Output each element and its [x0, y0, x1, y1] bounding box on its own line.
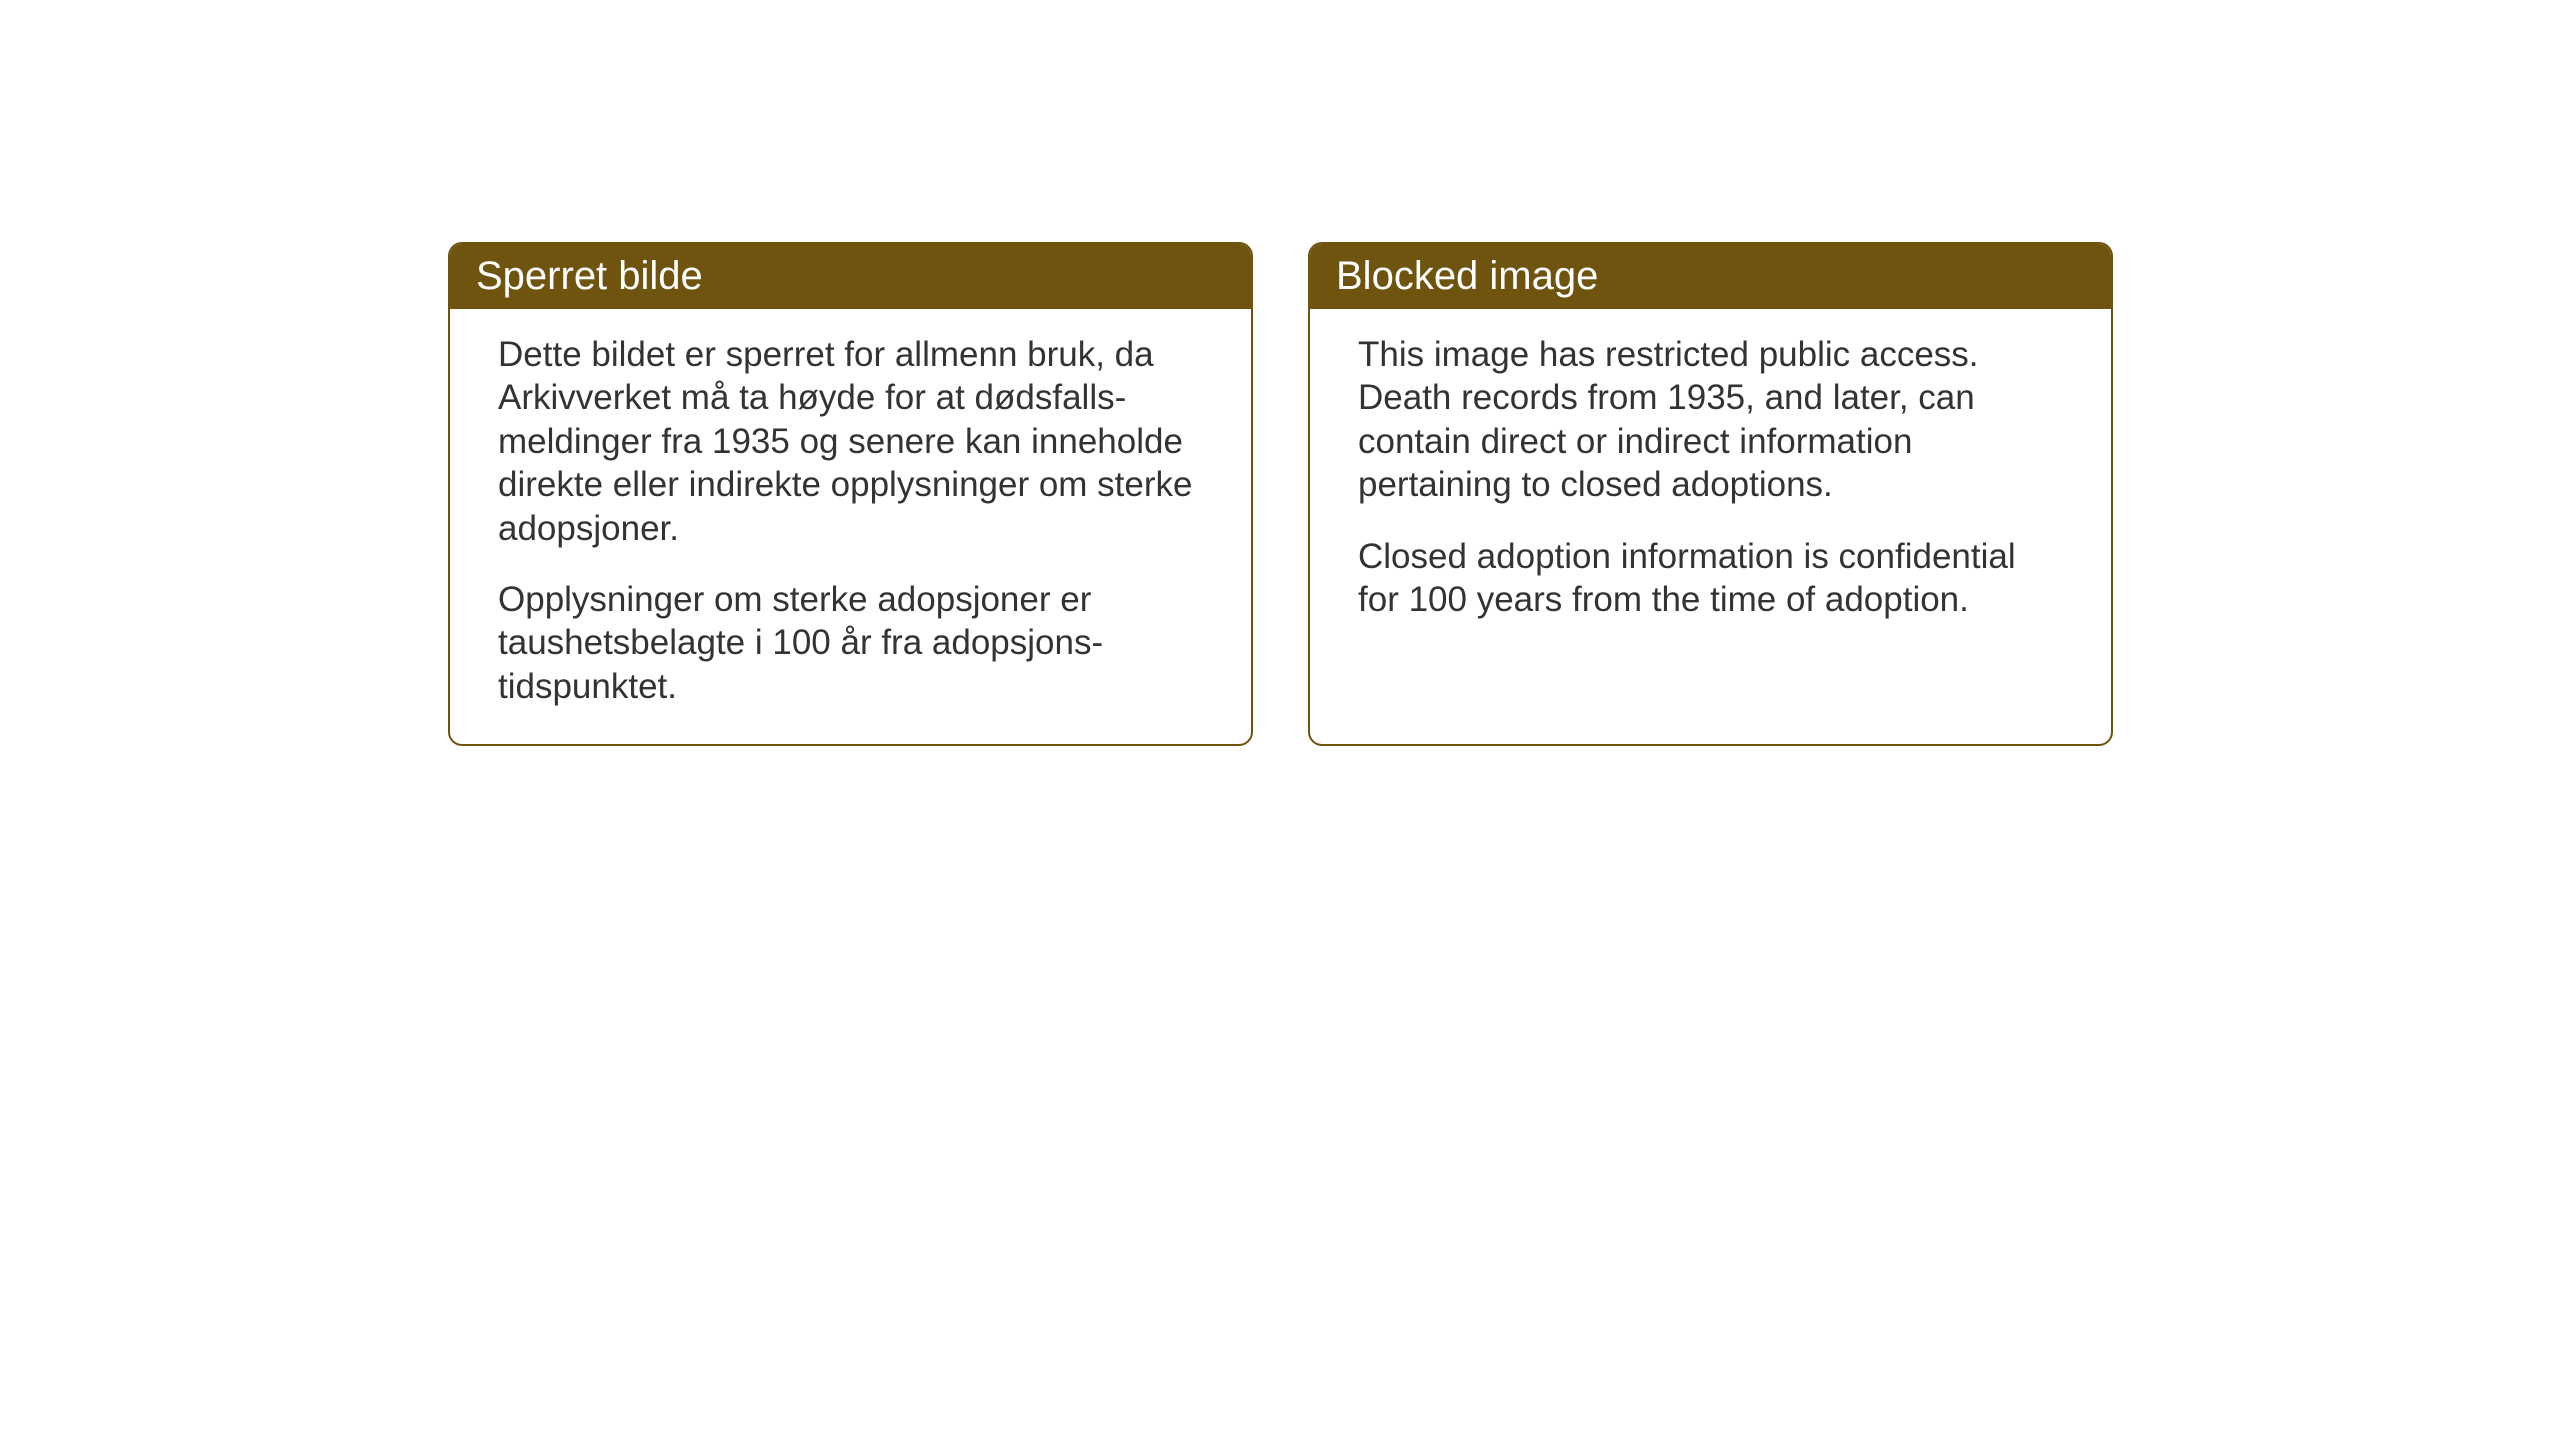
norwegian-card-body: Dette bildet er sperret for allmenn bruk… [450, 309, 1251, 744]
norwegian-paragraph-1: Dette bildet er sperret for allmenn bruk… [498, 333, 1203, 550]
cards-container: Sperret bilde Dette bildet er sperret fo… [448, 242, 2113, 746]
english-card: Blocked image This image has restricted … [1308, 242, 2113, 746]
norwegian-card-title: Sperret bilde [476, 254, 703, 298]
english-paragraph-2: Closed adoption information is confident… [1358, 535, 2063, 622]
norwegian-card: Sperret bilde Dette bildet er sperret fo… [448, 242, 1253, 746]
english-card-header: Blocked image [1310, 244, 2111, 309]
english-card-body: This image has restricted public access.… [1310, 309, 2111, 657]
norwegian-card-header: Sperret bilde [450, 244, 1251, 309]
english-card-title: Blocked image [1336, 254, 1598, 298]
norwegian-paragraph-2: Opplysninger om sterke adopsjoner er tau… [498, 578, 1203, 708]
english-paragraph-1: This image has restricted public access.… [1358, 333, 2063, 507]
